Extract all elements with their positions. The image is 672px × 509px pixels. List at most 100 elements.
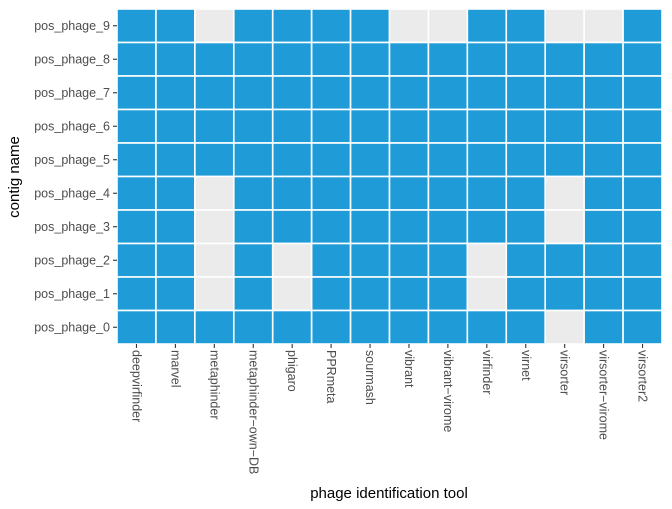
heatmap-cell xyxy=(583,309,624,345)
heatmap-cell xyxy=(427,108,469,144)
y-axis-title: contig name xyxy=(6,136,23,218)
heatmap-cell xyxy=(310,41,352,77)
heatmap-cell xyxy=(232,75,274,111)
heatmap-cell xyxy=(505,108,547,144)
heatmap-cell xyxy=(271,242,313,278)
heatmap-cell xyxy=(583,8,624,44)
heatmap-cell xyxy=(388,8,430,44)
heatmap-cell xyxy=(155,142,196,178)
y-tick-label: pos_phage_8 xyxy=(34,52,110,66)
heatmap-cell xyxy=(544,276,585,312)
x-tick-label: virnet xyxy=(519,350,533,381)
x-tick-label: virfinder xyxy=(480,350,494,394)
heatmap-cell xyxy=(583,175,624,211)
heatmap-cell xyxy=(544,41,585,77)
heatmap-cell xyxy=(349,142,391,178)
heatmap-cell xyxy=(583,242,624,278)
heatmap-cell xyxy=(388,242,430,278)
heatmap-cell xyxy=(622,75,663,111)
heatmap-cell xyxy=(116,175,157,211)
heatmap-cell xyxy=(116,142,157,178)
x-tick-label: metaphinder xyxy=(207,350,221,420)
x-tick-label: sourmash xyxy=(363,350,377,405)
heatmap-cell xyxy=(466,41,508,77)
heatmap-cell xyxy=(271,175,313,211)
heatmap-cell xyxy=(232,108,274,144)
heatmap-cell xyxy=(583,142,624,178)
heatmap-cell xyxy=(116,41,157,77)
heatmap-cell xyxy=(155,41,196,77)
heatmap-cell xyxy=(310,209,352,245)
heatmap-cell xyxy=(622,276,663,312)
heatmap-cell xyxy=(349,309,391,345)
heatmap-cell xyxy=(271,8,313,44)
heatmap-cell xyxy=(310,142,352,178)
heatmap-cell xyxy=(427,276,469,312)
heatmap-cell xyxy=(310,242,352,278)
heatmap-cell xyxy=(116,8,157,44)
heatmap-cell xyxy=(155,75,196,111)
x-tick-label: virsorter2 xyxy=(636,350,650,402)
heatmap-cell xyxy=(349,8,391,44)
heatmap-cell xyxy=(544,209,585,245)
heatmap-cell xyxy=(232,242,274,278)
heatmap-cell xyxy=(388,175,430,211)
heatmap-cell xyxy=(194,175,235,211)
heatmap-cell xyxy=(388,75,430,111)
heatmap-cell xyxy=(271,41,313,77)
heatmap-cell xyxy=(194,8,235,44)
heatmap-cell xyxy=(349,276,391,312)
heatmap-cell xyxy=(466,276,508,312)
heatmap-cell xyxy=(505,8,547,44)
y-tick-label: pos_phage_0 xyxy=(34,320,110,334)
y-tick-label: pos_phage_7 xyxy=(34,86,110,100)
heatmap-cell xyxy=(544,75,585,111)
heatmap-cell xyxy=(310,175,352,211)
heatmap-cell xyxy=(155,276,196,312)
heatmap-cell xyxy=(427,209,469,245)
x-tick-label: vibrant−virome xyxy=(441,350,455,432)
heatmap-cell xyxy=(155,242,196,278)
heatmap-cell xyxy=(622,108,663,144)
heatmap-cell xyxy=(310,108,352,144)
x-tick-label: metaphinder−own−DB xyxy=(246,350,260,474)
heatmap-cell xyxy=(505,41,547,77)
x-tick-label: virsorter−virome xyxy=(597,350,611,440)
heatmap-cell xyxy=(427,75,469,111)
heatmap-cell xyxy=(583,276,624,312)
heatmap-cell xyxy=(310,309,352,345)
heatmap-cell xyxy=(466,175,508,211)
heatmap-cell xyxy=(194,75,235,111)
heatmap-cell xyxy=(622,242,663,278)
heatmap-cell xyxy=(427,175,469,211)
heatmap-cell xyxy=(116,209,157,245)
heatmap-cell xyxy=(232,142,274,178)
heatmap-cell xyxy=(116,108,157,144)
heatmap-cell xyxy=(388,41,430,77)
heatmap-cell xyxy=(505,175,547,211)
heatmap-cell xyxy=(116,309,157,345)
heatmap-cell xyxy=(232,175,274,211)
heatmap-cell xyxy=(388,276,430,312)
x-tick-label: phigaro xyxy=(285,350,299,392)
heatmap-cell xyxy=(505,209,547,245)
heatmap-cell xyxy=(155,309,196,345)
x-tick-label: vibrant xyxy=(402,350,416,388)
heatmap-cell xyxy=(466,8,508,44)
y-tick-label: pos_phage_4 xyxy=(34,186,110,200)
heatmap-cell xyxy=(194,209,235,245)
heatmap-cell xyxy=(427,142,469,178)
y-tick-label: pos_phage_5 xyxy=(34,153,110,167)
heatmap-cell xyxy=(194,242,235,278)
heatmap-cell xyxy=(349,108,391,144)
heatmap-cell xyxy=(544,309,585,345)
y-axis: pos_phage_9 pos_phage_8 pos_phage_7 pos_pha… xyxy=(34,19,117,334)
heatmap-cell xyxy=(194,309,235,345)
heatmap-cell xyxy=(271,75,313,111)
heatmap-cell xyxy=(583,108,624,144)
heatmap-cell xyxy=(622,8,663,44)
heatmap-cell xyxy=(232,41,274,77)
heatmap-cell xyxy=(505,276,547,312)
heatmap-cell xyxy=(622,175,663,211)
